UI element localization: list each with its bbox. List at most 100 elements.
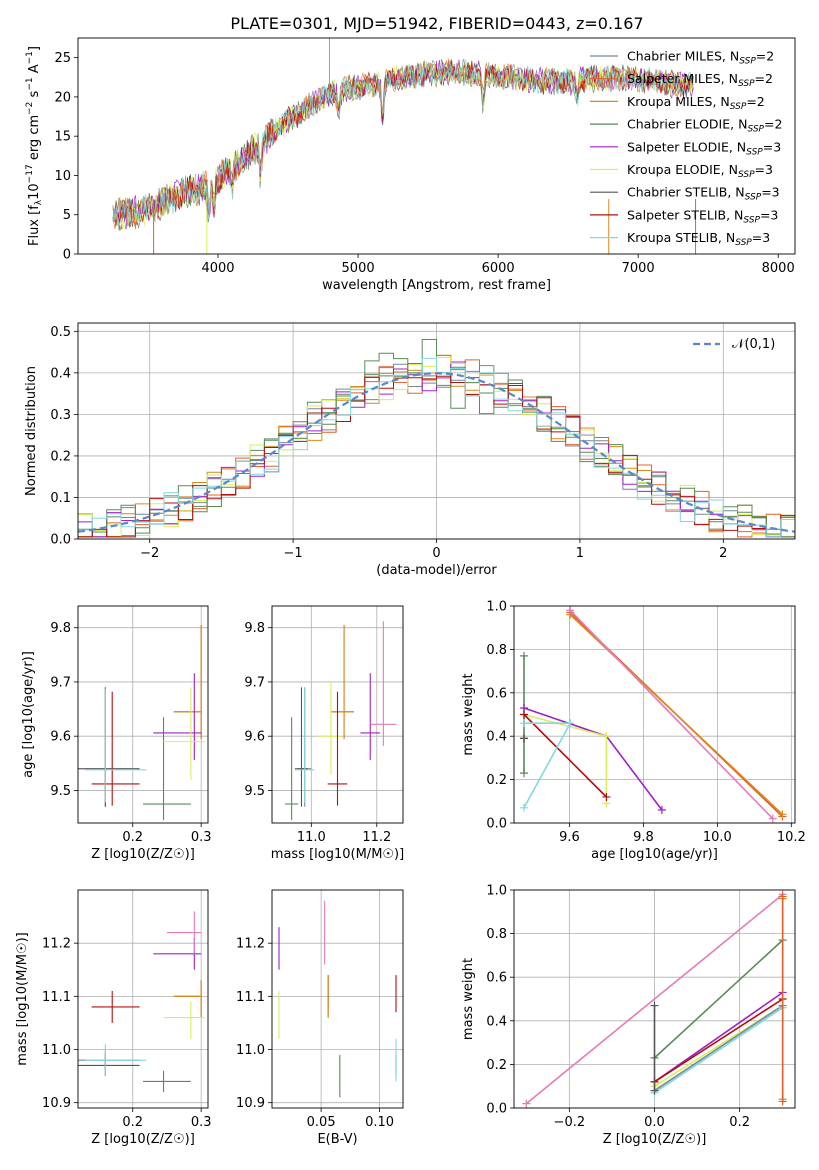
x-tick-label: 0.2 bbox=[122, 1115, 143, 1130]
axes-frame bbox=[77, 322, 796, 540]
y-tick-label: 25 bbox=[54, 51, 71, 66]
weight-line bbox=[569, 609, 774, 820]
weight-marker bbox=[657, 805, 666, 814]
weight-marker bbox=[778, 892, 787, 901]
x-tick-label: 9.8 bbox=[633, 830, 654, 845]
spectrum-line bbox=[112, 59, 694, 228]
y-axis-label: age [log10(age/yr)] bbox=[21, 651, 36, 778]
x-tick-label: 0.3 bbox=[191, 830, 212, 845]
y-tick-label: 10 bbox=[54, 169, 71, 184]
normal-reference-curve bbox=[78, 372, 795, 533]
plot-area-residuals bbox=[78, 339, 795, 538]
y-tick-label: 10.9 bbox=[42, 1096, 71, 1111]
weight-marker bbox=[768, 814, 777, 823]
y-tick-label: 0.4 bbox=[486, 1014, 507, 1029]
y-axis-label: Flux [fλ10−17 erg cm−2 s−1 A−1] bbox=[25, 46, 44, 246]
x-axis-label: E(B-V) bbox=[317, 1132, 357, 1147]
weight-marker bbox=[778, 1097, 787, 1106]
y-tick-label: 0.0 bbox=[486, 1102, 507, 1117]
plot-area-mass-vs-Z bbox=[78, 911, 205, 1093]
x-tick-label: 8000 bbox=[762, 261, 795, 276]
axes-frame bbox=[513, 605, 796, 824]
legend-label: Salpeter STELIB, NSSP=3 bbox=[627, 207, 778, 225]
weight-line bbox=[654, 998, 784, 1083]
weight-marker bbox=[602, 792, 611, 801]
weight-marker bbox=[566, 719, 575, 728]
y-axis-label: mass weight bbox=[461, 673, 476, 755]
x-tick-label: −1 bbox=[284, 546, 303, 561]
weight-marker bbox=[522, 1099, 531, 1108]
x-axis-label: (data-model)/error bbox=[376, 563, 497, 578]
y-axis-label: Normed distribution bbox=[24, 366, 39, 496]
x-tick-label: 0.0 bbox=[644, 1115, 665, 1130]
y-tick-label: 0.2 bbox=[486, 773, 507, 788]
y-tick-label: 0.3 bbox=[50, 408, 71, 423]
weight-line bbox=[523, 713, 607, 798]
x-tick-label: 0 bbox=[432, 546, 440, 561]
x-tick-label: 2 bbox=[719, 546, 727, 561]
axes-frame bbox=[77, 37, 796, 255]
y-tick-label: 9.6 bbox=[50, 730, 71, 745]
weight-marker bbox=[519, 803, 528, 812]
legend-label: Chabrier ELODIE, NSSP=2 bbox=[627, 117, 782, 135]
x-tick-label: −0.2 bbox=[554, 1115, 586, 1130]
weight-line bbox=[654, 991, 784, 1083]
y-tick-label: 11.1 bbox=[236, 990, 265, 1005]
y-tick-label: 0.0 bbox=[50, 533, 71, 548]
y-tick-label: 1.0 bbox=[486, 600, 507, 615]
plot-area-mass-vs-ebv bbox=[278, 900, 397, 1098]
x-tick-label: 0.2 bbox=[729, 1115, 750, 1130]
y-tick-label: 9.8 bbox=[50, 621, 71, 636]
plot-area-age-vs-mass bbox=[285, 621, 397, 821]
x-axis-label: Z [log10(Z/Z☉)] bbox=[91, 1132, 195, 1147]
panel-residuals: −2 −1 0 1 2 0.0 0.1 0.2 0.3 0.4 0.5 (data-model)/er… bbox=[24, 322, 796, 578]
legend-label: 𝒩(0,1) bbox=[732, 337, 775, 352]
legend-label: Salpeter MILES, NSSP=2 bbox=[627, 71, 773, 89]
x-tick-label: 4000 bbox=[201, 261, 234, 276]
axes-frame bbox=[513, 889, 796, 1109]
panel-mass-vs-ebv: 0.05 0.10 10.9 11.0 11.1 11.2 E(B-V) bbox=[236, 889, 404, 1147]
y-axis-label: mass weight bbox=[461, 958, 476, 1040]
x-tick-label: 10.2 bbox=[777, 830, 806, 845]
weight-marker bbox=[519, 734, 528, 743]
weight-marker bbox=[519, 769, 528, 778]
x-tick-label: 5000 bbox=[342, 261, 375, 276]
weight-marker bbox=[650, 1086, 659, 1095]
y-tick-label: 0.4 bbox=[50, 366, 71, 381]
plot-area-age-vs-Z bbox=[78, 624, 205, 821]
plot-area-mass-weight-vs-Z bbox=[522, 890, 787, 1108]
plot-area-spectrum bbox=[112, 38, 697, 254]
x-tick-label: 0.10 bbox=[365, 1115, 394, 1130]
legend-label: Chabrier MILES, NSSP=2 bbox=[627, 49, 774, 67]
x-tick-label: 6000 bbox=[482, 261, 515, 276]
y-tick-label: 0.4 bbox=[486, 730, 507, 745]
x-axis-label: age [log10(age/yr)] bbox=[591, 847, 718, 862]
weight-marker bbox=[519, 710, 528, 719]
panel-mass-vs-Z: 0.2 0.3 10.9 11.0 11.1 11.2 Z [log10(Z/Z☉)] mas… bbox=[15, 889, 212, 1147]
weight-line bbox=[654, 1004, 784, 1092]
y-tick-label: 0.5 bbox=[50, 325, 71, 340]
y-tick-label: 9.7 bbox=[244, 675, 265, 690]
weight-marker bbox=[566, 606, 575, 615]
weight-marker bbox=[778, 810, 787, 819]
y-tick-label: 0 bbox=[63, 248, 71, 263]
legend-label: Chabrier STELIB, NSSP=3 bbox=[627, 185, 780, 203]
y-tick-label: 0.8 bbox=[486, 927, 507, 942]
weight-line bbox=[653, 939, 784, 1059]
y-tick-label: 11.2 bbox=[236, 937, 265, 952]
weight-marker bbox=[602, 732, 611, 741]
axes-frame bbox=[271, 889, 404, 1109]
y-tick-label: 0.6 bbox=[486, 971, 507, 986]
weight-marker bbox=[519, 651, 528, 660]
y-tick-label: 0.1 bbox=[50, 491, 71, 506]
weight-marker bbox=[519, 719, 528, 728]
weight-marker bbox=[650, 1001, 659, 1010]
y-tick-label: 0.2 bbox=[50, 449, 71, 464]
y-tick-label: 0.8 bbox=[486, 643, 507, 658]
legend-label: Kroupa MILES, NSSP=2 bbox=[627, 94, 765, 112]
x-tick-label: 11.2 bbox=[362, 830, 391, 845]
y-tick-label: 0.2 bbox=[486, 1058, 507, 1073]
panel-mass-weight-vs-age: 9.6 9.8 10.0 10.2 0.0 0.2 0.4 0.6 0.8 1.0 age [log… bbox=[461, 600, 806, 863]
x-tick-label: 0.2 bbox=[122, 830, 143, 845]
axes-frame bbox=[77, 605, 209, 824]
